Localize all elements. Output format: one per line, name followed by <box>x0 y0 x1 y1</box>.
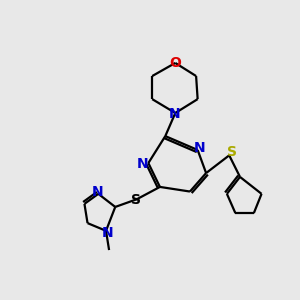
Text: N: N <box>102 226 113 240</box>
Text: N: N <box>169 107 180 121</box>
Text: N: N <box>136 157 148 171</box>
Text: N: N <box>92 184 103 199</box>
Text: S: S <box>227 145 237 159</box>
Text: S: S <box>131 193 141 207</box>
Text: O: O <box>169 56 181 70</box>
Text: N: N <box>194 141 205 155</box>
